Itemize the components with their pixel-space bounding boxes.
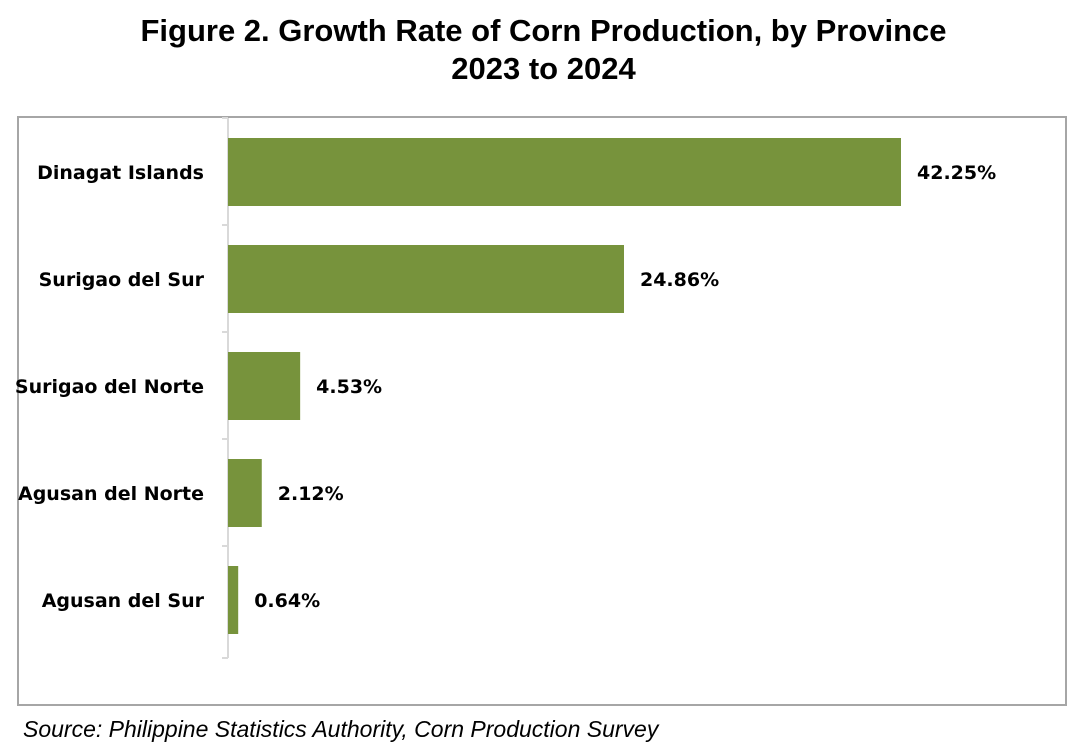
value-label: 24.86% [640, 269, 719, 291]
bar [228, 245, 624, 313]
value-label: 2.12% [278, 483, 344, 505]
value-label: 4.53% [316, 376, 382, 398]
chart-title: Figure 2. Growth Rate of Corn Production… [0, 12, 1087, 88]
bar-chart: Dinagat Islands 42.25% Surigao del Sur 24.8… [15, 117, 996, 659]
category-label: Agusan del Sur [42, 590, 205, 612]
category-label: Agusan del Norte [18, 483, 204, 505]
chart-frame [17, 116, 1067, 706]
chart-title-line1: Figure 2. Growth Rate of Corn Production… [140, 13, 947, 48]
source-note: Source: Philippine Statistics Authority,… [23, 716, 659, 742]
category-label: Dinagat Islands [37, 162, 204, 184]
category-label: Surigao del Norte [15, 376, 204, 398]
category-label: Surigao del Sur [39, 269, 205, 291]
value-label: 0.64% [254, 590, 320, 612]
value-label: 42.25% [917, 162, 996, 184]
bar [228, 138, 901, 206]
chart-title-line2: 2023 to 2024 [451, 51, 636, 86]
bar [228, 566, 239, 634]
bar [228, 459, 262, 527]
bar [228, 352, 301, 420]
